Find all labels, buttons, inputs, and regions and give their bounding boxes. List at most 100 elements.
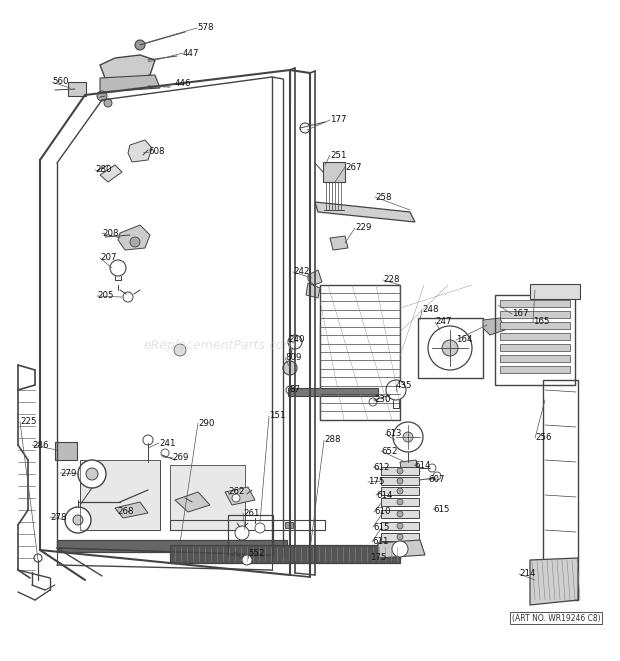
Circle shape: [232, 494, 240, 502]
Bar: [500, 355, 570, 362]
Text: 612: 612: [373, 463, 389, 471]
Text: 262: 262: [228, 488, 244, 496]
Text: 225: 225: [20, 418, 37, 426]
Polygon shape: [330, 236, 348, 250]
Text: 240: 240: [288, 336, 304, 344]
Circle shape: [397, 511, 403, 517]
Text: 151: 151: [269, 412, 285, 420]
Circle shape: [255, 523, 265, 533]
Polygon shape: [530, 558, 578, 605]
Text: 267: 267: [345, 163, 361, 171]
Circle shape: [161, 449, 169, 457]
Text: 167: 167: [512, 309, 528, 319]
Circle shape: [392, 541, 408, 557]
Text: 435: 435: [396, 381, 412, 389]
Text: 288: 288: [324, 436, 340, 444]
Bar: [285, 522, 293, 528]
Text: 560: 560: [52, 77, 68, 87]
Bar: [320, 285, 400, 420]
Polygon shape: [115, 502, 148, 518]
Text: (ART NO. WR19246 C8): (ART NO. WR19246 C8): [512, 613, 600, 623]
Circle shape: [442, 340, 458, 356]
Bar: [500, 366, 570, 373]
Text: 230: 230: [374, 395, 391, 405]
Bar: [381, 510, 419, 518]
Text: 614: 614: [376, 490, 392, 500]
Bar: [495, 295, 575, 385]
Circle shape: [393, 422, 423, 452]
Circle shape: [369, 398, 377, 406]
Text: 286: 286: [32, 440, 48, 449]
Circle shape: [235, 526, 249, 540]
Text: 607: 607: [428, 475, 445, 485]
Text: 446: 446: [175, 79, 192, 89]
Text: 207: 207: [100, 254, 117, 262]
Bar: [381, 498, 419, 506]
Text: 229: 229: [355, 223, 371, 233]
Circle shape: [397, 488, 403, 494]
Bar: [288, 388, 378, 396]
Circle shape: [123, 292, 133, 302]
Polygon shape: [225, 487, 255, 505]
Text: 248: 248: [422, 305, 438, 315]
Circle shape: [286, 386, 294, 394]
Bar: [170, 465, 245, 530]
Polygon shape: [100, 55, 155, 80]
Text: 278: 278: [50, 512, 66, 522]
Text: 251: 251: [330, 151, 347, 159]
Text: 578: 578: [197, 24, 213, 32]
Circle shape: [143, 435, 153, 445]
Text: 87: 87: [289, 385, 300, 395]
Bar: [381, 477, 419, 485]
Bar: [68, 82, 86, 96]
Text: 611: 611: [372, 537, 389, 547]
Circle shape: [428, 464, 436, 472]
Bar: [500, 322, 570, 329]
Polygon shape: [128, 140, 152, 162]
Bar: [323, 162, 345, 182]
Bar: [228, 515, 273, 555]
Text: 208: 208: [102, 229, 118, 237]
Bar: [530, 284, 580, 299]
Polygon shape: [378, 540, 425, 558]
Bar: [57, 540, 287, 552]
Bar: [170, 545, 400, 563]
Text: 552: 552: [248, 549, 265, 559]
Circle shape: [135, 40, 145, 50]
Bar: [418, 318, 483, 378]
Polygon shape: [175, 492, 210, 512]
Bar: [381, 467, 419, 475]
Text: 608: 608: [148, 147, 164, 157]
Text: 228: 228: [383, 276, 399, 284]
Polygon shape: [483, 318, 505, 335]
Bar: [381, 522, 419, 530]
Circle shape: [130, 237, 140, 247]
Text: 652: 652: [381, 446, 397, 455]
Text: 615: 615: [433, 504, 450, 514]
Polygon shape: [100, 165, 122, 182]
Circle shape: [73, 515, 83, 525]
Text: 175: 175: [370, 553, 386, 563]
Text: 269: 269: [172, 453, 188, 461]
Text: 261: 261: [243, 508, 260, 518]
Circle shape: [397, 499, 403, 505]
Polygon shape: [306, 283, 320, 298]
Circle shape: [288, 335, 302, 349]
Circle shape: [65, 507, 91, 533]
Bar: [55, 442, 77, 460]
Text: 241: 241: [159, 438, 175, 447]
Text: 258: 258: [375, 192, 391, 202]
Text: 279: 279: [60, 469, 76, 477]
Polygon shape: [118, 225, 150, 250]
Text: 809: 809: [285, 354, 301, 362]
Circle shape: [403, 432, 413, 442]
Bar: [381, 533, 419, 541]
Circle shape: [78, 460, 106, 488]
Bar: [500, 333, 570, 340]
Text: 268: 268: [117, 506, 133, 516]
Circle shape: [283, 361, 297, 375]
Circle shape: [110, 260, 126, 276]
Text: 613: 613: [385, 430, 402, 438]
Text: 610: 610: [374, 508, 391, 516]
Circle shape: [386, 380, 406, 400]
